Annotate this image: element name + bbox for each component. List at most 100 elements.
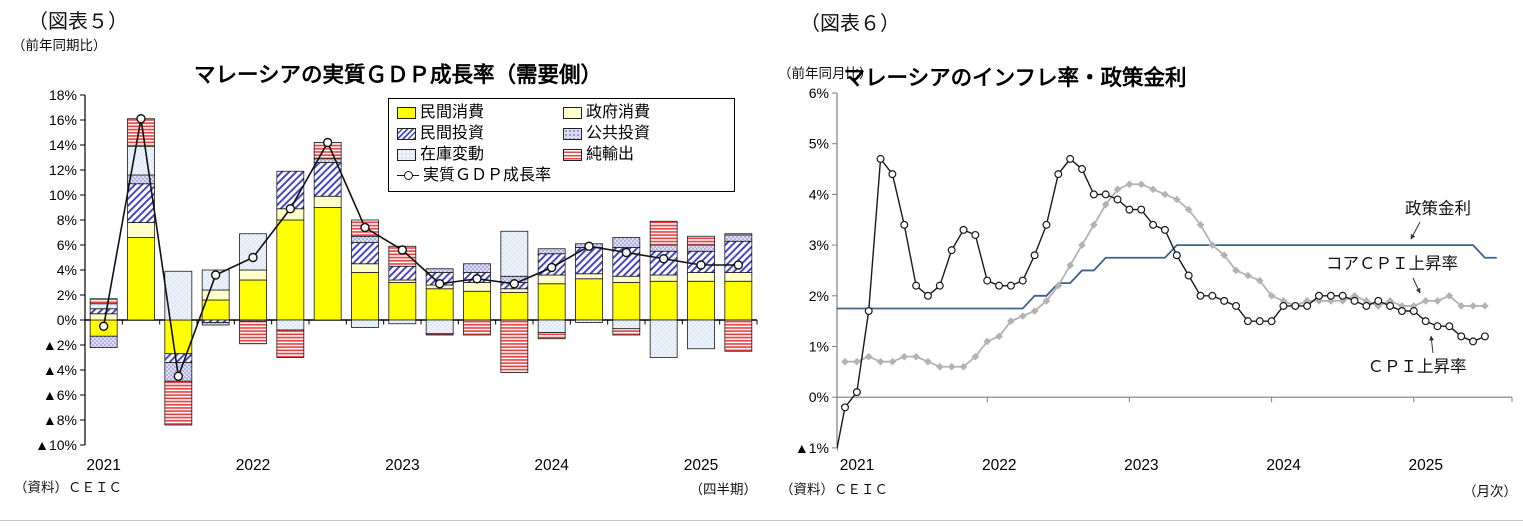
cpi-point (1338, 291, 1347, 300)
y-axis-label: 2% (809, 288, 829, 304)
bar-segment-private_consumption (687, 280, 715, 321)
x-axis-year-label: 2022 (236, 457, 270, 474)
public-investment-swatch-icon (563, 127, 582, 140)
y-axis-label: 8% (57, 212, 77, 228)
bar-segment-inventory_change (575, 319, 603, 323)
bar-segment-inventory_change (276, 319, 305, 331)
core-cpi-point (924, 357, 932, 366)
bar-segment-inventory_change (351, 319, 379, 328)
bar-segment-private_investment (164, 353, 193, 363)
figure-label-right: （図表６） (800, 11, 900, 35)
cpi-polyline (837, 157, 1486, 452)
y-axis-label: 2% (57, 287, 77, 303)
bar-segment-private_consumption (239, 279, 267, 321)
y-axis-label: 4% (57, 262, 77, 278)
bar-segment-government_consumption (575, 273, 603, 280)
y-axis-label: 5% (809, 136, 829, 152)
bar-segment-private_consumption (612, 282, 641, 321)
cpi-point (1409, 307, 1418, 316)
cpi-point (983, 276, 992, 285)
bar-segment-public_investment (89, 335, 118, 348)
core-cpi-point (1196, 221, 1205, 229)
bar-segment-private_investment (313, 162, 342, 197)
cpi-point (1018, 276, 1027, 285)
bar-segment-government_consumption (463, 282, 491, 292)
bar-segment-government_consumption (89, 313, 118, 321)
y-axis-label: ▲10% (35, 437, 77, 453)
bar-segment-private_consumption (575, 278, 603, 321)
bar-segment-public_investment (537, 248, 566, 255)
cpi-point (912, 281, 921, 290)
gdp-growth-line (98, 114, 744, 381)
core-cpi-point (995, 332, 1003, 341)
legend-item-gdp-line: 実質ＧＤＰ成長率 (397, 166, 555, 185)
x-axis-year-label: 2024 (534, 457, 569, 474)
page-divider (0, 520, 1523, 521)
cpi-point (1042, 220, 1051, 229)
x-axis-year-label: 2023 (385, 457, 419, 474)
bar-segment-net_exports (687, 235, 715, 246)
cpi-point (1137, 205, 1146, 214)
cpi-point (1291, 301, 1300, 310)
legend-item-public-investment: 公共投資 (563, 124, 726, 143)
cpi-point (1362, 301, 1371, 310)
bar-segment-private_consumption (388, 282, 417, 321)
x-axis-note-left: （四半期） (690, 482, 758, 497)
cpi-point (1433, 322, 1442, 331)
cpi-point (1184, 271, 1193, 280)
cpi-point (1172, 251, 1181, 260)
cpi-point (1303, 301, 1312, 310)
cpi-point (971, 230, 980, 239)
legend-item-inventory-change: 在庫変動 (397, 145, 555, 164)
gdp-growth-point (98, 321, 109, 331)
x-axis-year-label: 2022 (982, 457, 1016, 474)
bar-segment-net_exports (164, 380, 193, 426)
bar-segment-government_consumption (313, 195, 342, 208)
bar-segment-public_investment (612, 237, 641, 248)
bar-segment-net_exports (612, 328, 641, 336)
bar-segment-inventory_change (425, 319, 454, 335)
bar-segment-private_consumption (500, 292, 529, 321)
bar-segment-inventory_change (89, 303, 118, 310)
cpi-point (1160, 225, 1169, 234)
gdp-chart-x-labels: 2021 2022 2023 2024 2025 (86, 457, 718, 474)
cpi-point (959, 225, 968, 234)
core-cpi-point (1267, 291, 1276, 300)
y-axis-label: ▲4% (43, 362, 77, 378)
inflation-policy-line-chart: （図表６） （前年同月比） マレーシアのインフレ率・政策金利 6% 5% 4% 3% 2… (778, 11, 1517, 499)
gdp-growth-point (546, 262, 557, 273)
annotation-cpi: ＣＰＩ上昇率 (1368, 335, 1467, 376)
cpi-point (840, 403, 849, 412)
gdp-growth-point (285, 204, 296, 214)
cpi-point (1469, 337, 1478, 346)
bar-segment-private_consumption (351, 272, 379, 321)
cpi-point (864, 307, 873, 316)
cpi-point (1326, 291, 1335, 300)
bar-segment-net_exports (724, 319, 753, 352)
cpi-point (1314, 291, 1323, 300)
legend-item-government-consumption: 政府消費 (563, 103, 726, 122)
cpi-point (876, 154, 885, 163)
gdp-growth-point (472, 274, 482, 284)
bar-segment-net_exports (537, 332, 566, 340)
gdp-growth-point (509, 279, 520, 289)
y-axis-label: 0% (809, 389, 829, 405)
bar-segment-private_consumption (724, 280, 753, 321)
annotation-policy-rate: 政策金利 (1405, 199, 1471, 240)
legend-label: 政府消費 (586, 103, 651, 121)
bar-segment-public_investment (351, 235, 379, 243)
x-axis-year-label: 2024 (1266, 457, 1301, 474)
core-cpi-point (1018, 312, 1027, 320)
gdp-chart-axes: 18% 16% 14% 12% 10% 8% 6% 4% 2% 0% ▲2% ▲4% ▲6% ▲8% ▲10… (35, 87, 758, 453)
bar-segment-private_consumption (313, 207, 342, 321)
bar-segment-private_investment (351, 242, 379, 265)
bar-segment-net_exports (463, 319, 491, 336)
y-axis-label: 12% (49, 162, 77, 178)
cpi-point (1374, 296, 1383, 305)
y-axis-label: ▲8% (43, 412, 77, 428)
core-cpi-point (1090, 221, 1098, 229)
core-cpi-point (1125, 180, 1134, 189)
gdp-stacked-bar-chart: （図表５） （前年同期比） マレーシアの実質ＧＤＰ成長率（需要側） 18% 16%… (12, 9, 758, 497)
cpi-annotation-arrow-icon (1429, 335, 1435, 354)
